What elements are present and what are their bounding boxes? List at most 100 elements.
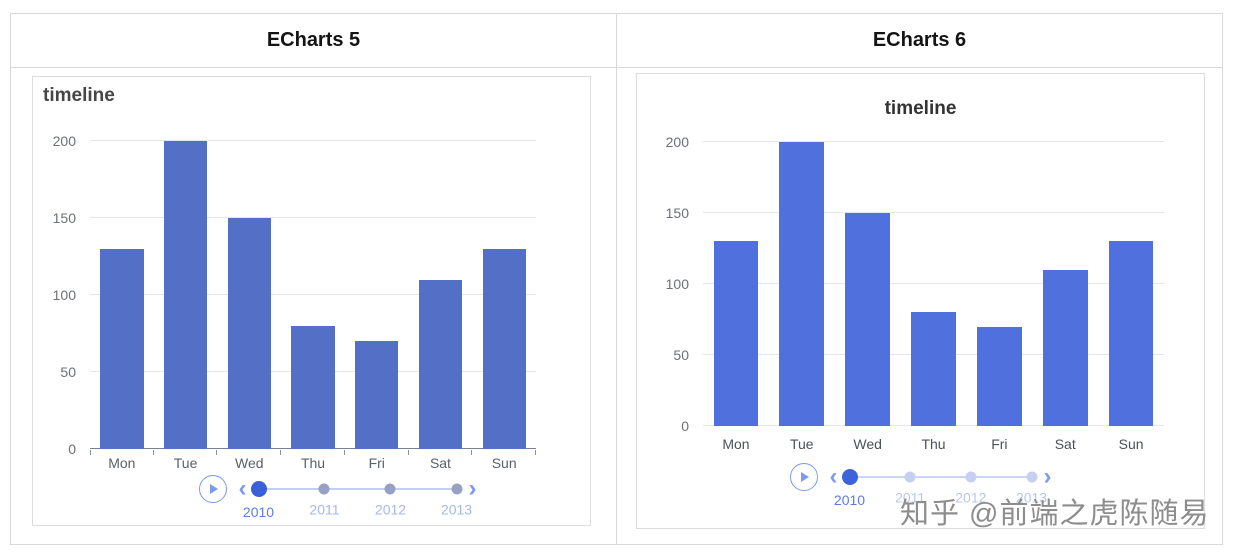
timeline-control: ‹ 2010 2011 2012 2013 › [637,463,1204,508]
timeline-label-2013[interactable]: 2013 [440,501,473,518]
y-tick-label: 150 [52,210,76,226]
chevron-right-icon[interactable]: › [1043,463,1052,490]
x-tick-label: Sat [1054,436,1076,452]
panel-echarts6: timeline 0 50 100 150 200 Mon Tue Wed Thu Fri Sat… [616,68,1222,544]
bar-mon[interactable] [100,248,144,449]
category-band [154,141,218,455]
category-band [1032,142,1098,426]
bar-fri[interactable] [355,341,399,449]
timeline-track[interactable]: 2010 2011 2012 2013 [834,469,1047,508]
chart-echarts6: timeline 0 50 100 150 200 Mon Tue Wed Thu Fri Sat… [636,73,1205,529]
category-band [217,141,281,455]
timeline-dot-2013[interactable]: 2013 [1016,471,1047,506]
bar-tue[interactable] [163,141,208,449]
y-tick-label: 200 [665,134,689,150]
bar-sun[interactable] [482,248,526,449]
x-tick-label: Wed [853,436,882,452]
category-band [703,142,769,426]
timeline-dot-2012[interactable]: 2012 [955,471,986,506]
gridline [703,141,1164,142]
x-tick-label: Fri [368,455,385,471]
gridline [90,217,536,218]
timeline-dot-2010[interactable]: 2010 [834,469,865,508]
timeline-dot-2012[interactable]: 2012 [375,483,406,518]
category-band [345,141,409,455]
chevron-left-icon[interactable]: ‹ [238,475,247,502]
play-button[interactable] [198,475,227,503]
x-tick-label: Sun [491,455,517,471]
x-tick-label: Tue [789,436,814,452]
category-band [901,142,967,426]
bars [703,142,1164,426]
y-tick-label: 0 [681,418,689,434]
bar-wed[interactable] [227,218,271,449]
plot-area: 0 50 100 150 200 [53,133,536,457]
timeline-label-2011[interactable]: 2011 [309,501,340,518]
header-row: ECharts 5 ECharts 6 [11,14,1222,68]
category-band [409,141,473,455]
x-tick-label: Mon [722,436,750,452]
comparison-frame: ECharts 5 ECharts 6 timeline 0 50 100 150 20… [10,13,1223,545]
bar-thu[interactable] [291,325,335,449]
y-tick-label: 0 [68,441,76,457]
category-band [281,141,345,455]
gridline [703,212,1164,213]
bar-wed[interactable] [845,213,891,426]
content-row: timeline 0 50 100 150 200 Mon Tue Wed Thu Fri Sat… [11,68,1222,544]
category-band [472,141,536,455]
bar-mon[interactable] [713,241,759,426]
play-icon [800,472,809,482]
timeline-label-2012[interactable]: 2012 [374,501,407,518]
x-tick-label: Mon [108,455,136,471]
plot-area: 0 50 100 150 200 [666,134,1164,434]
timeline-control: ‹ 2010 2011 2012 2013 › [59,475,616,520]
category-band [966,142,1032,426]
category-band [1098,142,1164,426]
y-tick-label: 50 [673,347,689,363]
chart-title: timeline [884,98,957,119]
bar-sun[interactable] [1108,241,1154,426]
x-tick-label: Sat [429,455,451,471]
play-icon [209,484,218,494]
chevron-right-icon[interactable]: › [468,475,477,502]
timeline-dot-2010[interactable]: 2010 [243,481,274,520]
category-band [90,141,154,455]
y-tick-label: 100 [52,287,76,303]
y-tick-label: 200 [52,133,76,149]
bar-tue[interactable] [779,142,825,426]
bar-sat[interactable] [418,279,463,449]
x-tick-label: Sun [1118,436,1144,452]
x-tick-label: Fri [991,436,1008,452]
bar-sat[interactable] [1042,269,1088,426]
timeline-label-2011[interactable]: 2011 [895,489,926,506]
panel-title-echarts6: ECharts 6 [616,14,1222,67]
watermark-text: 知乎 @前端之虎陈随易 [900,498,1210,530]
gridline [90,140,536,141]
y-tick-label: 50 [60,364,76,380]
x-axis: Mon Tue Wed Thu Fri Sat Sun [90,455,536,471]
category-band [835,142,901,426]
bar-thu[interactable] [911,312,956,426]
timeline-dot-2011[interactable]: 2011 [895,471,925,506]
panel-title-echarts5: ECharts 5 [266,29,361,51]
x-axis: Mon Tue Wed Thu Fri Sat Sun [703,436,1164,452]
chart-echarts5: timeline 0 50 100 150 200 Mon Tue Wed Thu Fri Sat… [32,76,591,526]
timeline-label-2010[interactable]: 2010 [833,492,866,508]
x-tick-label: Thu [921,436,946,452]
play-button[interactable] [789,463,818,491]
panel-echarts5: timeline 0 50 100 150 200 Mon Tue Wed Thu Fri Sat… [11,68,616,544]
timeline-dot-2011[interactable]: 2011 [309,483,340,518]
y-tick-label: 150 [665,205,689,221]
x-tick-label: Tue [173,455,198,471]
timeline-label-2010[interactable]: 2010 [242,504,275,520]
timeline-dot-2013[interactable]: 2013 [441,483,472,518]
x-tick-label: Wed [235,455,264,471]
chart-title: timeline [43,85,115,106]
y-tick-label: 100 [665,276,689,292]
timeline-track[interactable]: 2010 2011 2012 2013 [243,481,472,520]
timeline-label-2012[interactable]: 2012 [955,489,987,506]
timeline-label-2013[interactable]: 2013 [1015,489,1048,506]
gridline [703,283,1164,284]
chevron-left-icon[interactable]: ‹ [829,463,838,490]
bar-fri[interactable] [976,326,1022,426]
